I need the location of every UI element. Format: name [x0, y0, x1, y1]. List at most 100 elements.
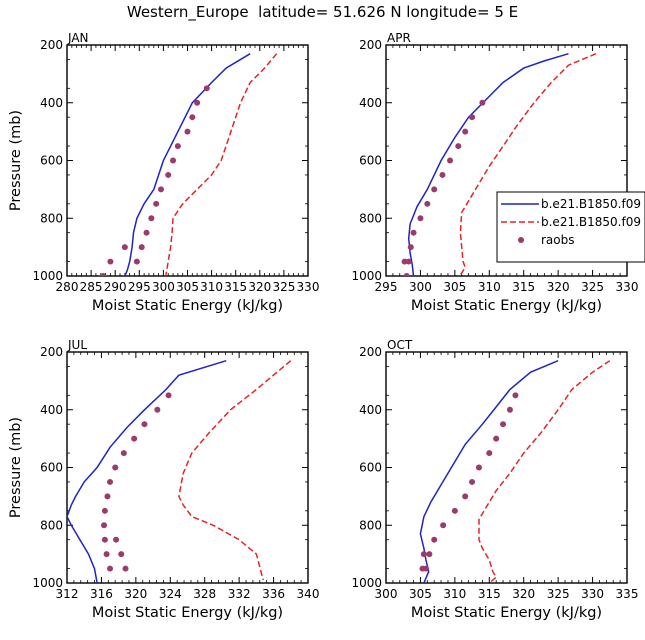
y-tick-label: 600 [359, 461, 382, 475]
y-tick-label: 200 [359, 345, 382, 359]
raobs-point [431, 536, 438, 543]
raobs-point [451, 507, 458, 514]
panel-jan: 280 285 290 295 300 305 310 315 320 325 330 200 400 6… [8, 31, 319, 314]
raobs-point [154, 406, 161, 413]
plot-area [100, 53, 278, 276]
y-tick-label: 800 [40, 211, 63, 225]
x-tick-label: 310 [443, 587, 466, 601]
figure-title: Western_Europe latitude= 51.626 N longit… [126, 3, 519, 21]
x-tick-label: 316 [90, 587, 113, 601]
x-tick-label: 320 [547, 280, 570, 294]
x-tick-label: 312 [56, 587, 79, 601]
y-tick-label: 800 [40, 518, 63, 532]
raobs-point [500, 421, 507, 428]
series-line-dashed [457, 53, 597, 276]
raobs-point [479, 99, 486, 106]
x-tick-label: 336 [262, 587, 285, 601]
x-tick-label: 340 [297, 587, 320, 601]
raobs-point [138, 244, 145, 251]
x-axis-label: Moist Static Energy (kJ/kg) [411, 605, 602, 621]
raobs-point [120, 450, 127, 457]
raobs-point [403, 273, 410, 276]
x-tick-label: 315 [478, 587, 501, 601]
x-tick-label: 280 [56, 280, 79, 294]
x-tick-label: 285 [80, 280, 103, 294]
raobs-point [143, 229, 150, 236]
raobs-point [153, 200, 160, 207]
x-tick-label: 328 [193, 587, 216, 601]
series-line-solid [419, 360, 559, 583]
raobs-point [118, 551, 125, 558]
x-tick-label: 325 [272, 280, 295, 294]
x-tick-label: 305 [409, 587, 432, 601]
legend-label: b.e21.B1850.f09 [541, 215, 641, 229]
raobs-point [101, 522, 108, 529]
raobs-point [506, 406, 513, 413]
y-tick-label: 400 [40, 96, 63, 110]
y-tick-label: 1000 [32, 269, 63, 283]
raobs-point [194, 99, 201, 106]
x-tick-label: 330 [581, 587, 604, 601]
raobs-point [431, 186, 438, 193]
raobs-point [410, 229, 417, 236]
raobs-point [512, 392, 519, 399]
x-tick-label: 332 [228, 587, 251, 601]
legend-marker [518, 237, 524, 243]
raobs-point [203, 85, 210, 92]
plot-area [67, 359, 292, 583]
raobs-point [157, 186, 164, 193]
raobs-point [462, 493, 469, 500]
raobs-point [113, 536, 120, 543]
raobs-point [133, 258, 140, 265]
raobs-point [141, 421, 148, 428]
y-tick-label: 800 [359, 518, 382, 532]
y-tick-label: 400 [359, 96, 382, 110]
raobs-point [165, 171, 172, 178]
raobs-point [405, 258, 412, 265]
x-axis-label: Moist Static Energy (kJ/kg) [411, 298, 602, 314]
x-tick-label: 320 [512, 587, 535, 601]
raobs-point [101, 507, 108, 514]
y-tick-label: 400 [359, 403, 382, 417]
plot-frame [66, 351, 309, 584]
raobs-point [122, 565, 129, 572]
plot-area [401, 52, 597, 276]
x-tick-label: 320 [124, 587, 147, 601]
raobs-point [447, 157, 454, 164]
x-tick-label: 300 [152, 280, 175, 294]
x-tick-label: 315 [224, 280, 247, 294]
raobs-point [112, 464, 119, 471]
x-axis-label: Moist Static Energy (kJ/kg) [92, 605, 283, 621]
raobs-point [469, 478, 476, 485]
legend: b.e21.B1850.f09 b.e21.B1850.f09 raobs [496, 191, 645, 263]
y-tick-label: 600 [359, 154, 382, 168]
raobs-point [426, 551, 433, 558]
x-tick-label: 305 [176, 280, 199, 294]
raobs-point [462, 128, 469, 135]
plot-frame [66, 44, 309, 277]
y-tick-label: 200 [40, 38, 63, 52]
y-tick-label: 200 [359, 38, 382, 52]
y-tick-label: 1000 [351, 576, 382, 590]
raobs-point [420, 551, 427, 558]
panels: 280 285 290 295 300 305 310 315 320 325 3302004006… [8, 31, 638, 621]
x-tick-label: 305 [443, 280, 466, 294]
raobs-point [417, 215, 424, 222]
raobs-point [101, 536, 108, 543]
y-tick-label: 600 [40, 154, 63, 168]
raobs-point [407, 244, 414, 251]
x-tick-label: 300 [409, 280, 432, 294]
raobs-point [439, 171, 446, 178]
y-tick-label: 1000 [351, 269, 382, 283]
panel-oct: 300 305 310 315 320 325 330 335 200 400 600 800 1000… [351, 338, 638, 621]
panel-apr: 295 300 305 310 315 320 325 330 200 400 600 800 1000… [351, 31, 638, 314]
raobs-point [419, 565, 426, 572]
x-tick-label: 324 [159, 587, 182, 601]
raobs-point [475, 464, 482, 471]
raobs-point [401, 258, 408, 265]
x-tick-label: 315 [512, 280, 535, 294]
x-tick-label: 335 [616, 587, 639, 601]
x-tick-label: 330 [297, 280, 320, 294]
y-tick-label: 200 [40, 345, 63, 359]
